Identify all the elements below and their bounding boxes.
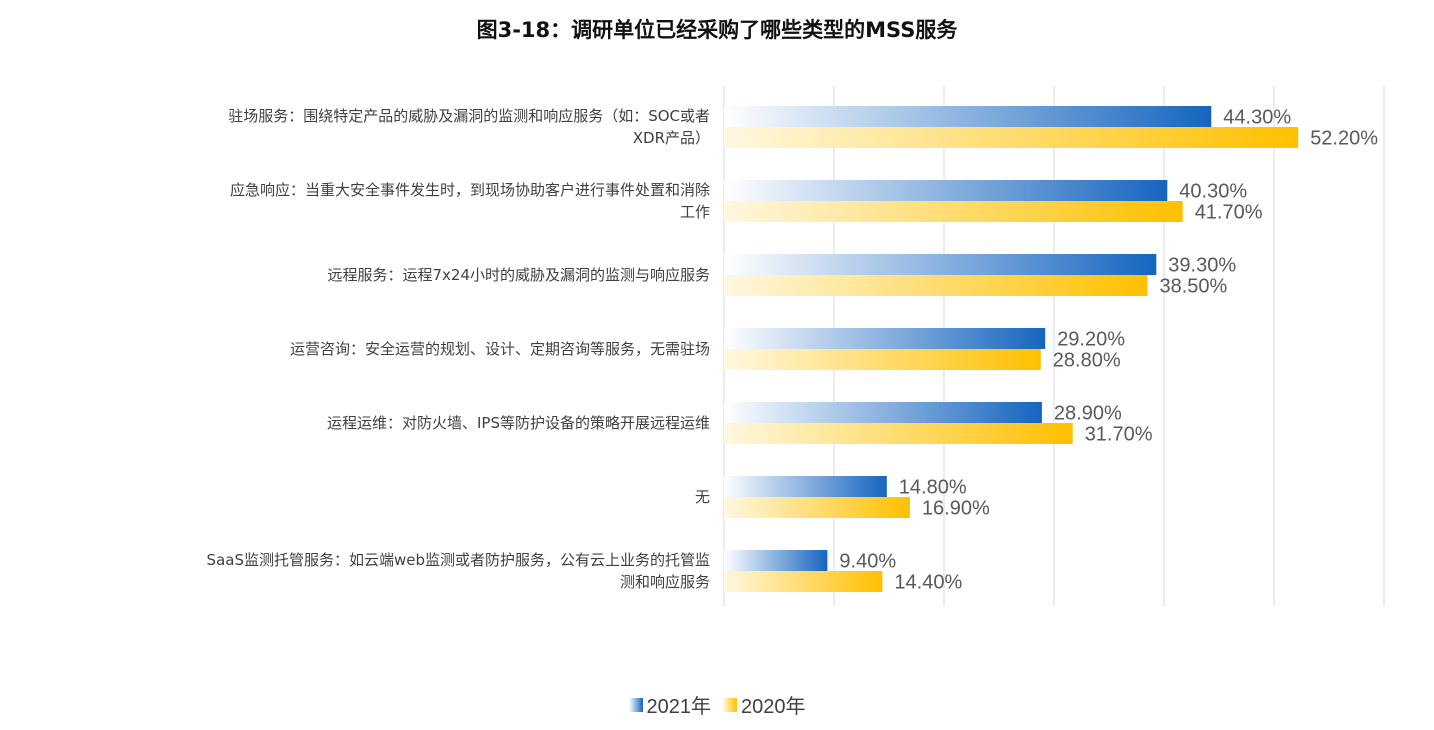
value-label: 14.40% bbox=[894, 572, 962, 594]
legend-item-2021: 2021年 bbox=[628, 690, 712, 719]
category-label: 应急响应：当重大安全事件发生时，到现场协助客户进行事件处置和消除工作 bbox=[230, 181, 710, 221]
chart-title: 图3-18：调研单位已经采购了哪些类型的MSS服务 bbox=[476, 18, 958, 42]
bar-2020年-1 bbox=[724, 127, 1299, 148]
legend-swatch-2020 bbox=[723, 697, 737, 712]
category-label: 无 bbox=[695, 488, 710, 506]
chart-legend: 2021年 2020年 bbox=[0, 690, 1434, 719]
category-label: SaaS监测托管服务：如云端web监测或者防护服务，公有云上业务的托管监测和响应… bbox=[207, 551, 710, 591]
legend-item-2020: 2020年 bbox=[723, 690, 806, 719]
category-label: 驻场服务：围绕特定产品的威胁及漏洞的监测和响应服务（如：SOC或者 XDR产品） bbox=[228, 107, 710, 147]
bar-2020年-5 bbox=[724, 423, 1073, 444]
bar-2021年-4 bbox=[724, 328, 1046, 349]
bar-2020年-7 bbox=[724, 571, 883, 592]
value-label: 28.90% bbox=[1054, 403, 1122, 425]
value-label: 16.90% bbox=[922, 498, 990, 520]
category-label: 运营咨询：安全运营的规划、设计、定期咨询等服务，无需驻场 bbox=[290, 340, 710, 358]
bar-2021年-2 bbox=[724, 180, 1168, 201]
bar-2020年-3 bbox=[724, 275, 1148, 296]
value-label: 14.80% bbox=[899, 477, 967, 499]
legend-swatch-2021 bbox=[628, 697, 643, 712]
bar-2021年-6 bbox=[724, 476, 887, 497]
bar-2021年-5 bbox=[724, 402, 1042, 423]
value-label: 9.40% bbox=[839, 551, 896, 573]
category-label: 远程服务：运程7x24小时的威胁及漏洞的监测与响应服务 bbox=[327, 266, 710, 284]
bar-2020年-2 bbox=[724, 201, 1183, 222]
value-label: 39.30% bbox=[1168, 255, 1236, 277]
value-label: 52.20% bbox=[1310, 128, 1378, 150]
bar-2021年-7 bbox=[724, 550, 828, 571]
bar-2020年-6 bbox=[724, 497, 910, 518]
bar-2020年-4 bbox=[724, 349, 1041, 370]
value-label: 40.30% bbox=[1179, 181, 1247, 203]
category-label: 运程运维：对防火墙、IPS等防护设备的策略开展远程运维 bbox=[327, 414, 710, 432]
value-label: 29.20% bbox=[1057, 329, 1125, 351]
value-label: 28.80% bbox=[1053, 350, 1121, 372]
bar-2021年-3 bbox=[724, 254, 1157, 275]
bar-2021年-1 bbox=[724, 106, 1212, 127]
value-label: 44.30% bbox=[1223, 107, 1291, 129]
value-label: 31.70% bbox=[1085, 424, 1153, 446]
legend-label-2021: 2021年 bbox=[646, 696, 712, 718]
value-label: 41.70% bbox=[1195, 202, 1263, 224]
legend-label-2020: 2020年 bbox=[741, 696, 806, 718]
value-label: 38.50% bbox=[1160, 276, 1228, 298]
